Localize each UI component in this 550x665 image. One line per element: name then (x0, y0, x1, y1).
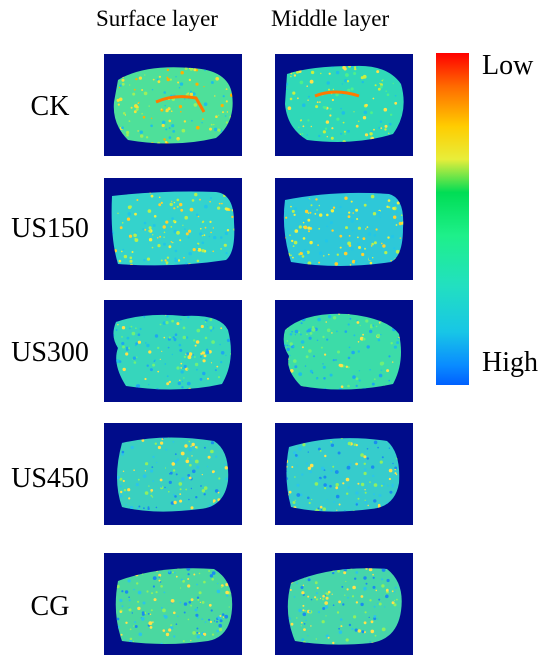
ck-middle-image (275, 54, 413, 156)
row-label-cg: CG (30, 591, 70, 622)
ck-surface-image (104, 54, 242, 156)
scale-high-label: High (482, 347, 538, 378)
us150-surface-image (104, 178, 242, 280)
us450-middle-image (275, 423, 413, 525)
row-label-us150: US150 (11, 213, 89, 244)
row-label-us300: US300 (11, 337, 89, 368)
us300-middle-image (275, 300, 413, 402)
us300-surface-image (104, 300, 242, 402)
cg-middle-image (275, 553, 413, 655)
surface-layer-header: Surface layer (96, 6, 218, 31)
row-label-ck: CK (30, 91, 70, 122)
middle-layer-header: Middle layer (271, 6, 390, 31)
us450-surface-image (104, 423, 242, 525)
row-label-us450: US450 (11, 463, 89, 494)
color-scale-bar (436, 53, 469, 385)
cg-surface-image (104, 553, 242, 655)
scale-low-label: Low (482, 50, 534, 81)
us150-middle-image (275, 178, 413, 280)
